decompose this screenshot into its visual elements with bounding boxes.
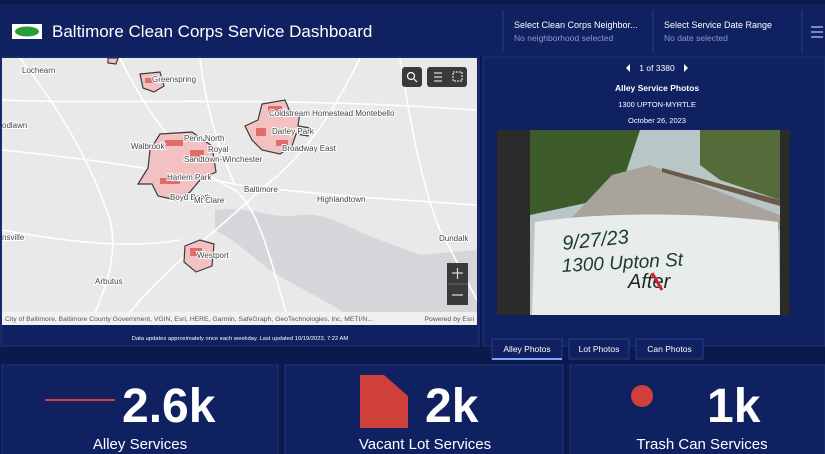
- tab-label[interactable]: Alley Photos: [503, 344, 550, 354]
- stat-value: 2.6k: [122, 380, 216, 433]
- place-label: Darley Park: [272, 127, 315, 136]
- stat-value: 1k: [707, 380, 761, 433]
- filter-label[interactable]: Select Service Date Range: [664, 20, 772, 30]
- map-roads: [2, 58, 477, 325]
- stat-card: [569, 364, 825, 454]
- place-label: Coldstream Homestead Montebello: [269, 109, 395, 118]
- map-water: [215, 208, 477, 325]
- header-bar: [0, 4, 825, 56]
- pager: 1 of 3380: [639, 63, 675, 73]
- place-label: Lochearn: [22, 66, 55, 75]
- stat-label: Trash Can Services: [636, 436, 767, 453]
- map[interactable]: Lochearn Greenspring Coldstream Homestead …: [2, 58, 477, 325]
- powered-by[interactable]: Powered by Esri: [425, 316, 475, 323]
- tab-label[interactable]: Lot Photos: [579, 344, 620, 354]
- photo-fence: [662, 168, 780, 206]
- stat-value: 2k: [425, 380, 479, 433]
- attribution: City of Baltimore, Baltimore County Gove…: [5, 316, 373, 323]
- filter-value[interactable]: No date selected: [664, 33, 728, 43]
- place-label: odlawn: [2, 121, 27, 130]
- prev-button[interactable]: [626, 64, 630, 72]
- map-water: [286, 215, 339, 283]
- place-label: Dundalk: [439, 234, 469, 243]
- zoom-icons: [452, 268, 463, 296]
- can-icon: [631, 385, 653, 407]
- stat-label: Vacant Lot Services: [359, 436, 491, 453]
- place-label: Arbutus: [95, 277, 123, 286]
- place-label: Greenspring: [152, 75, 196, 84]
- service-points: [145, 78, 288, 256]
- handwriting-mark: [650, 272, 664, 291]
- filter-value[interactable]: No neighborhood selected: [514, 33, 614, 43]
- photo-title: Alley Service Photos: [615, 83, 699, 93]
- stat-card: [1, 364, 279, 454]
- logo-mark: [15, 26, 39, 37]
- stat-label: Alley Services: [93, 436, 187, 453]
- photo-path: [560, 165, 780, 230]
- place-label: Mt Clare: [194, 196, 225, 205]
- place-label: Westport: [197, 251, 230, 260]
- photo-trees: [700, 130, 780, 200]
- place-label: Boyd Booth: [170, 193, 211, 202]
- handwriting: After: [627, 271, 672, 293]
- search-icon: [406, 71, 416, 81]
- place-label: Broadway East: [282, 144, 337, 153]
- dashboard-title: Baltimore Clean Corps Service Dashboard: [52, 22, 372, 41]
- search-icon: [413, 78, 418, 83]
- attribution-bar: [2, 312, 477, 325]
- place-label: Harlem Park: [167, 173, 212, 182]
- filter-label[interactable]: Select Clean Corps Neighbor...: [514, 20, 638, 30]
- place-label: nsville: [2, 233, 25, 242]
- service-areas: [107, 58, 311, 273]
- photo-date: October 26, 2023: [628, 116, 686, 125]
- photo-sign: [532, 214, 780, 315]
- tab-label[interactable]: Can Photos: [647, 344, 691, 354]
- layer-buttons[interactable]: [427, 67, 467, 87]
- place-label: Baltimore: [244, 185, 278, 194]
- tab[interactable]: [635, 338, 704, 360]
- search-button[interactable]: [402, 67, 422, 87]
- list-icon: [434, 72, 442, 82]
- menu-button[interactable]: [811, 26, 823, 38]
- stat-card: [284, 364, 564, 454]
- photo-trees: [530, 130, 640, 215]
- photo-address: 1300 UPTON-MYRTLE: [618, 100, 696, 109]
- legend-icon: [452, 71, 463, 82]
- lot-icon: [360, 375, 408, 428]
- place-label: Highlandtown: [317, 195, 365, 204]
- map-footnote: Data updates approximately once each wee…: [132, 336, 349, 342]
- place-label: Sandtown-Winchester: [184, 155, 263, 164]
- tab[interactable]: [568, 338, 630, 360]
- next-button[interactable]: [684, 64, 688, 72]
- place-label: Penn North: [184, 134, 224, 143]
- photo: 9/27/23 1300 Upton St After: [530, 130, 780, 315]
- place-label: Royal: [208, 145, 229, 154]
- place-label: Walbrook: [131, 142, 165, 151]
